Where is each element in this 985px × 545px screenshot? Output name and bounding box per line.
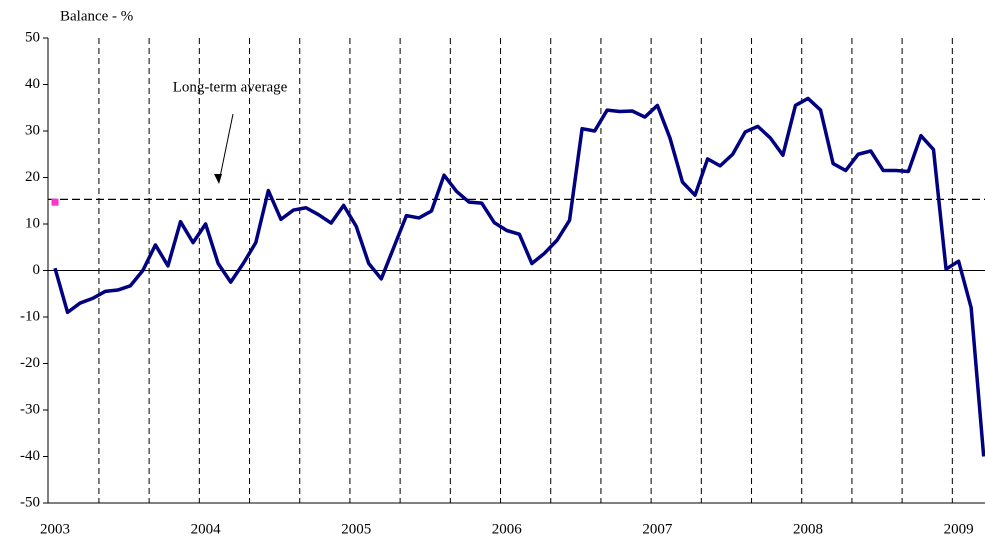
y-tick-label: 0 — [33, 262, 41, 278]
data-line — [53, 96, 985, 457]
x-tick-label: 2005 — [341, 521, 371, 537]
x-tick-label: 2009 — [944, 521, 974, 537]
y-axis-label: Balance - % — [60, 8, 133, 24]
x-tick-label: 2006 — [492, 521, 523, 537]
y-tick-label: -50 — [20, 494, 40, 510]
y-tick-label: 40 — [25, 76, 40, 92]
x-tick-label: 2004 — [191, 521, 222, 537]
highlight-point — [51, 198, 59, 206]
arrow-head — [214, 174, 222, 184]
annotation-arrow — [218, 113, 234, 183]
y-tick-label: 20 — [25, 169, 40, 185]
y-tick-label: -10 — [20, 308, 40, 324]
x-tick-label: 2007 — [642, 521, 673, 537]
y-tick-label: -40 — [20, 448, 40, 464]
x-tick-label: 2003 — [40, 521, 70, 537]
y-tick-label: 10 — [25, 215, 40, 231]
x-tick-label: 2008 — [793, 521, 823, 537]
y-tick-label: -20 — [20, 355, 40, 371]
y-tick-label: -30 — [20, 401, 40, 417]
y-tick-label: 30 — [25, 122, 40, 138]
annotation: Long-term average — [173, 79, 288, 95]
y-tick-label: 50 — [25, 29, 40, 45]
